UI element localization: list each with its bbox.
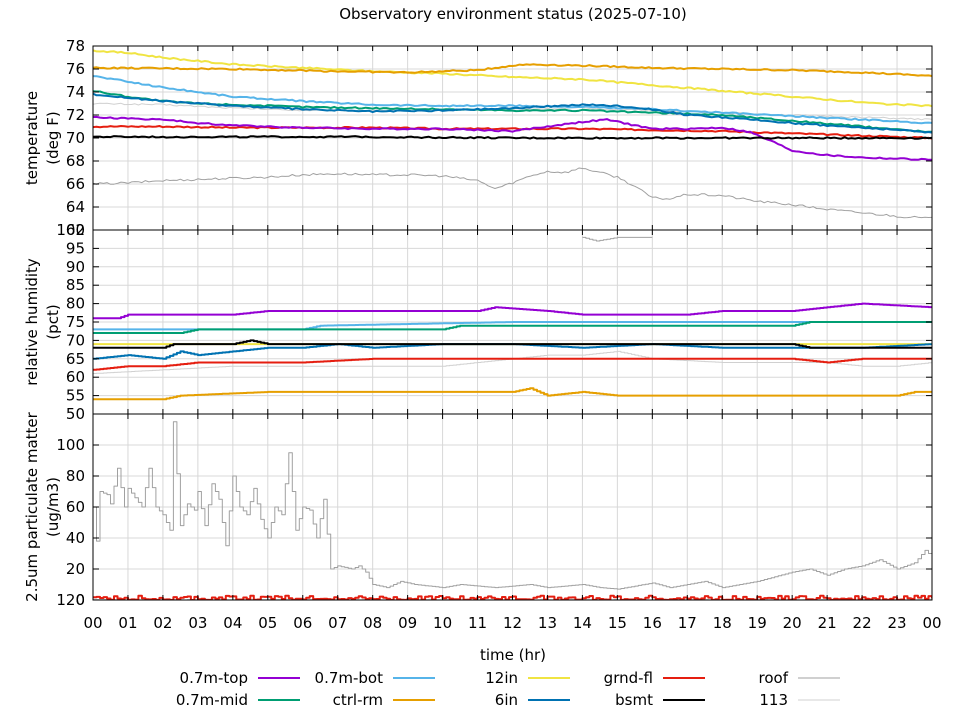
series-group bbox=[93, 49, 932, 219]
series-0.7m-bot bbox=[93, 75, 932, 125]
panel-temperature: 64 66 68 70 72 74 76 78 62 temperature (deg F) bbox=[23, 37, 933, 239]
y-corner-label: 50 bbox=[66, 405, 85, 423]
y-tick-label: 60 bbox=[66, 498, 85, 516]
y-axis-unit: (deg F) bbox=[44, 111, 62, 164]
x-tick-label: 07 bbox=[328, 614, 347, 632]
series-0.7m-top bbox=[93, 115, 932, 161]
legend-label: 0.7m-bot bbox=[315, 669, 384, 687]
x-tick-label: 03 bbox=[188, 614, 207, 632]
x-tick-label: 06 bbox=[293, 614, 312, 632]
panel-pm25: 0 20 40 60 80 100 120 2.5um particulate matter(… bbox=[23, 411, 933, 609]
y-tick-label: 78 bbox=[66, 37, 85, 55]
x-tick-label: 21 bbox=[818, 614, 837, 632]
legend-label: grnd-fl bbox=[604, 669, 653, 687]
x-tick-label: 00 bbox=[83, 614, 102, 632]
x-tick-label: 19 bbox=[748, 614, 767, 632]
y-axis-unit: (pct) bbox=[44, 304, 62, 339]
y-tick-label: 80 bbox=[66, 295, 85, 313]
x-tick-label: 23 bbox=[887, 614, 906, 632]
y-tick-label: 68 bbox=[66, 152, 85, 170]
series-roof bbox=[93, 167, 932, 219]
y-tick-label: 70 bbox=[66, 331, 85, 349]
legend-label: 0.7m-mid bbox=[176, 691, 248, 709]
x-tick-label: 17 bbox=[678, 614, 697, 632]
x-tick-label: 12 bbox=[503, 614, 522, 632]
x-tick-label: 10 bbox=[433, 614, 452, 632]
legend-label: roof bbox=[759, 669, 789, 687]
y-tick-label: 55 bbox=[66, 387, 85, 405]
x-tick-label: 16 bbox=[643, 614, 662, 632]
y-tick-label: 85 bbox=[66, 276, 85, 294]
series-ctrl-rm bbox=[93, 387, 932, 401]
x-tick-labels: 00 01 02 03 04 05 06 07 08 09 10 11 12 13 14 15 16 17 18 19… bbox=[83, 614, 941, 632]
series-12in bbox=[93, 49, 932, 108]
x-axis-label: time (hr) bbox=[480, 646, 546, 664]
series-6in bbox=[93, 92, 932, 134]
series-ctrl-rm bbox=[93, 63, 932, 77]
y-tick-label: 72 bbox=[66, 106, 85, 124]
y-tick-label: 100 bbox=[56, 436, 85, 454]
y-corner-label: 62 bbox=[66, 221, 85, 239]
series-grnd-fl bbox=[93, 125, 932, 140]
y-tick-label: 95 bbox=[66, 239, 85, 257]
y-tick-label: 80 bbox=[66, 467, 85, 485]
y-tick-label: 75 bbox=[66, 313, 85, 331]
y-axis-label: temperature bbox=[23, 91, 41, 185]
y-tick-label: 76 bbox=[66, 60, 85, 78]
y-tick-label: 0 bbox=[75, 591, 85, 609]
legend-label: 6in bbox=[495, 691, 518, 709]
x-tick-label: 14 bbox=[573, 614, 592, 632]
x-tick-label: 02 bbox=[153, 614, 172, 632]
y-tick-label: 60 bbox=[66, 368, 85, 386]
x-tick-label: 13 bbox=[538, 614, 557, 632]
y-tick-label: 90 bbox=[66, 258, 85, 276]
y-tick-label: 70 bbox=[66, 129, 85, 147]
y-corner-label: 120 bbox=[56, 591, 85, 609]
x-tick-label: 05 bbox=[258, 614, 277, 632]
x-tick-label: 20 bbox=[783, 614, 802, 632]
y-tick-label: 40 bbox=[66, 529, 85, 547]
legend: 0.7m-top 0.7m-bot 12in grnd-fl roof 0.7m-mid c… bbox=[176, 669, 840, 709]
series-bsmt bbox=[93, 135, 932, 140]
series-0.7m-top bbox=[93, 302, 932, 320]
legend-label: 113 bbox=[759, 691, 788, 709]
legend-label: ctrl-rm bbox=[333, 691, 383, 709]
x-tick-label: 01 bbox=[118, 614, 137, 632]
x-tick-label: 08 bbox=[363, 614, 382, 632]
series-roof bbox=[93, 421, 932, 590]
y-tick-label: 65 bbox=[66, 350, 85, 368]
series-0.7m-mid bbox=[93, 321, 932, 334]
legend-label: 0.7m-top bbox=[180, 669, 248, 687]
x-tick-label: 04 bbox=[223, 614, 242, 632]
y-axis-unit: (ug/m3) bbox=[44, 477, 62, 537]
series-grnd-fl bbox=[93, 357, 932, 371]
x-tick-label: 18 bbox=[713, 614, 732, 632]
series-group bbox=[93, 236, 932, 401]
x-tick-label: 15 bbox=[608, 614, 627, 632]
series-roof bbox=[582, 236, 653, 242]
y-tick-label: 64 bbox=[66, 198, 85, 216]
legend-label: bsmt bbox=[615, 691, 653, 709]
series-bsmt bbox=[93, 339, 932, 349]
legend-label: 12in bbox=[485, 669, 518, 687]
x-tick-label: 22 bbox=[853, 614, 872, 632]
chart-title: Observatory environment status (2025-07-… bbox=[339, 5, 687, 23]
y-axis-label: relative humidity bbox=[23, 258, 41, 386]
y-tick-label: 100 bbox=[56, 221, 85, 239]
y-tick-label: 20 bbox=[66, 560, 85, 578]
x-tick-label: 11 bbox=[468, 614, 487, 632]
x-tick-label: 09 bbox=[398, 614, 417, 632]
x-tick-label: 00 bbox=[922, 614, 941, 632]
y-tick-label: 74 bbox=[66, 83, 85, 101]
y-axis-label: 2.5um particulate matter bbox=[23, 411, 41, 601]
y-tick-label: 66 bbox=[66, 175, 85, 193]
